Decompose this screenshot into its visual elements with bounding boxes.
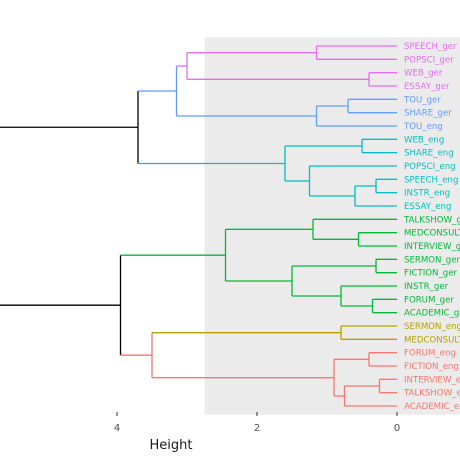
cluster-box-6	[204, 344, 460, 415]
leaf-label-tou-ger: TOU_ger	[403, 95, 441, 105]
leaf-label-fiction-eng: FICTION_eng	[404, 362, 459, 372]
leaf-label-popsci-eng: POPSCI_eng	[404, 162, 456, 172]
leaf-label-web-ger: WEB_ger	[404, 69, 443, 79]
leaf-label-web-eng: WEB_eng	[404, 135, 444, 145]
leaf-label-sermon-ger: SERMON_ger	[404, 255, 460, 265]
leaf-label-talkshow-ger: TALKSHOW_ger	[403, 215, 460, 225]
leaf-label-speech-ger: SPEECH_ger	[404, 42, 457, 52]
leaf-label-share-ger: SHARE_ger	[404, 109, 452, 119]
x-tick-label-2: 2	[254, 423, 260, 434]
x-tick-label-0: 0	[394, 423, 400, 434]
leaf-labels: SPEECH_ger POPSCI_ger WEB_ger ESSAY_ger TOU_…	[403, 42, 460, 412]
leaf-label-instr-ger: INSTR_ger	[404, 282, 449, 292]
leaf-label-share-eng: SHARE_eng	[404, 149, 454, 159]
cluster-box-2	[204, 90, 460, 135]
leaf-label-academic-eng: ACADEMIC_eng	[404, 402, 460, 412]
x-axis-title: Height	[150, 438, 193, 453]
leaf-label-forum-eng: FORUM_eng	[404, 349, 456, 359]
leaf-label-academic-ger: ACADEMIC_ger	[404, 309, 460, 319]
leaf-label-sermon-eng: SERMON_eng	[404, 322, 460, 332]
cluster-box-1	[204, 37, 460, 95]
leaf-label-tou-eng: TOU_eng	[403, 122, 443, 132]
leaf-label-forum-ger: FORUM_ger	[404, 295, 454, 305]
leaf-label-fiction-ger: FICTION_ger	[404, 269, 457, 279]
leaf-label-medconsult-eng: MEDCONSULT_eng	[404, 335, 460, 345]
leaf-label-popsci-ger: POPSCI_ger	[404, 55, 454, 65]
leaf-label-instr-eng: INSTR_eng	[404, 189, 450, 199]
x-axis: 4 2 0	[114, 412, 400, 434]
leaf-label-essay-eng: ESSAY_eng	[404, 202, 451, 212]
cluster-box-3	[204, 130, 460, 215]
dendrogram-branches	[0, 45, 397, 407]
leaf-label-interview-ger: INTERVIEW_ger	[404, 242, 460, 252]
leaf-label-speech-eng: SPEECH_eng	[404, 175, 458, 185]
leaf-label-medconsult-ger: MEDCONSULT_ger	[404, 229, 460, 239]
leaf-label-essay-ger: ESSAY_ger	[404, 82, 450, 92]
leaf-label-talkshow-eng: TALKSHOW_eng	[403, 389, 460, 399]
leaf-label-interview-eng: INTERVIEW_eng	[404, 375, 460, 385]
x-tick-label-4: 4	[114, 423, 120, 434]
